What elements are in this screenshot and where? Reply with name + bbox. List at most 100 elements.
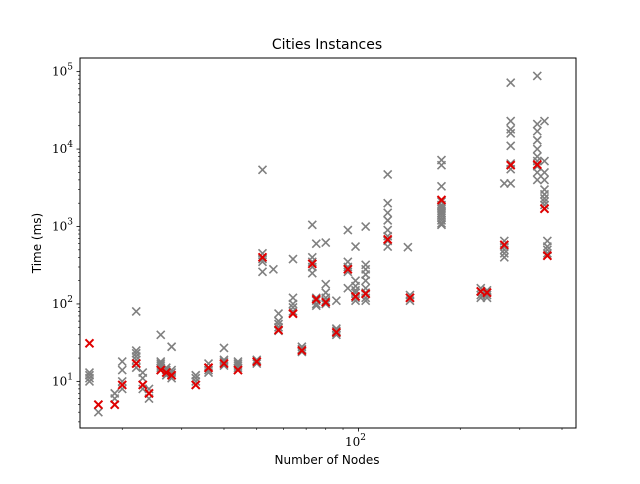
- data-point-marker: [506, 116, 516, 126]
- data-point-marker: [288, 306, 298, 317]
- data-point-marker: [219, 358, 229, 369]
- data-point-marker: [307, 220, 317, 230]
- data-point-marker: [482, 290, 492, 300]
- data-point-marker: [117, 357, 127, 367]
- data-point-marker: [405, 293, 415, 303]
- data-point-marker: [532, 175, 542, 185]
- data-point-marker: [321, 279, 331, 289]
- chart-title: Cities Instances: [272, 37, 382, 53]
- data-point-marker: [539, 116, 550, 126]
- data-point-marker: [343, 225, 353, 235]
- data-point-marker: [506, 78, 516, 88]
- data-point-marker: [117, 376, 127, 386]
- data-point-marker: [273, 309, 284, 319]
- data-point-marker: [219, 343, 229, 353]
- data-point-marker: [482, 287, 492, 298]
- data-point-marker: [383, 198, 393, 208]
- data-point-marker: [539, 200, 550, 210]
- data-point-marker: [539, 167, 550, 177]
- data-point-marker: [405, 296, 415, 306]
- series-highlighted: [84, 159, 553, 410]
- data-point-marker: [138, 380, 148, 390]
- data-point-marker: [343, 283, 353, 293]
- data-point-marker: [542, 242, 552, 252]
- data-point-marker: [109, 399, 120, 410]
- data-point-marker: [307, 268, 317, 278]
- data-point-marker: [84, 373, 95, 383]
- data-point-marker: [361, 296, 371, 306]
- data-point-marker: [93, 407, 103, 417]
- data-point-marker: [539, 175, 550, 185]
- data-point-marker: [131, 351, 141, 361]
- data-point-marker: [499, 248, 509, 258]
- data-point-marker: [93, 399, 104, 410]
- data-point-marker: [321, 297, 331, 308]
- data-point-marker: [506, 128, 516, 138]
- data-point-marker: [273, 322, 284, 332]
- data-point-marker: [117, 365, 127, 375]
- data-point-marker: [532, 167, 542, 177]
- x-axis-label: Number of Nodes: [275, 453, 380, 467]
- data-point-marker: [505, 160, 516, 170]
- data-point-marker: [532, 126, 542, 136]
- y-axis-label: Time (ms): [30, 213, 44, 275]
- data-point-marker: [532, 159, 542, 170]
- data-point-marker: [191, 380, 201, 390]
- data-point-marker: [331, 326, 341, 336]
- data-point-marker: [539, 189, 550, 199]
- data-point-marker: [436, 195, 447, 205]
- data-point-marker: [268, 264, 278, 274]
- data-point-marker: [499, 252, 509, 262]
- data-point-marker: [288, 308, 298, 319]
- data-point-marker: [131, 358, 141, 369]
- data-point-marker: [360, 289, 371, 299]
- data-point-marker: [166, 370, 177, 380]
- data-point-marker: [532, 71, 542, 81]
- data-point-marker: [203, 365, 214, 375]
- data-point-marker: [257, 254, 268, 264]
- data-point-marker: [219, 361, 229, 371]
- data-point-marker: [539, 196, 550, 207]
- data-point-marker: [144, 388, 154, 399]
- data-point-marker: [131, 355, 141, 365]
- data-point-marker: [532, 144, 542, 154]
- data-point-marker: [539, 156, 550, 166]
- data-point-marker: [257, 267, 268, 277]
- data-point-marker: [203, 363, 214, 373]
- data-point-marker: [131, 306, 141, 317]
- data-point-marker: [331, 296, 341, 306]
- data-point-marker: [167, 342, 177, 352]
- data-point-marker: [343, 264, 353, 275]
- data-point-marker: [156, 330, 166, 340]
- data-point-marker: [532, 119, 542, 129]
- data-point-marker: [499, 240, 510, 250]
- data-point-marker: [499, 242, 509, 252]
- data-point-marker: [383, 215, 393, 225]
- plot-area: [84, 71, 553, 417]
- data-point-marker: [506, 124, 516, 134]
- data-point-marker: [311, 239, 321, 249]
- data-point-marker: [233, 363, 243, 373]
- data-point-marker: [361, 221, 371, 232]
- data-point-marker: [361, 276, 371, 286]
- data-point-marker: [288, 299, 298, 309]
- data-point-marker: [252, 355, 262, 365]
- data-point-marker: [383, 169, 393, 180]
- data-point-marker: [252, 356, 262, 367]
- data-point-marker: [191, 376, 201, 386]
- data-point-marker: [257, 252, 268, 263]
- data-point-marker: [321, 299, 331, 309]
- data-point-marker: [138, 373, 148, 383]
- data-point-marker: [506, 141, 516, 151]
- data-point-marker: [382, 234, 393, 245]
- data-point-marker: [539, 203, 550, 214]
- data-point-marker: [350, 291, 361, 302]
- data-point-marker: [542, 248, 552, 258]
- data-point-marker: [403, 242, 413, 252]
- plot-frame: [79, 57, 577, 429]
- data-point-marker: [273, 325, 284, 335]
- data-point-marker: [436, 220, 447, 230]
- data-point-marker: [331, 330, 341, 340]
